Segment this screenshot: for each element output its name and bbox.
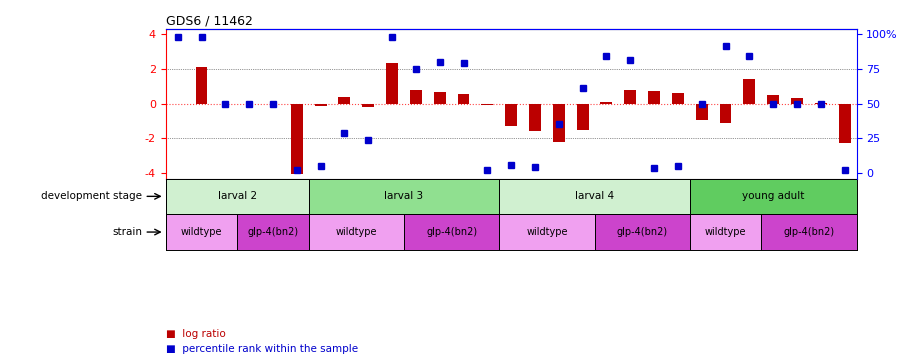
- Bar: [499, 214, 595, 250]
- Bar: [410, 90, 422, 104]
- Bar: [309, 214, 404, 250]
- Bar: [719, 104, 731, 123]
- Bar: [315, 104, 327, 106]
- Bar: [339, 96, 350, 104]
- Bar: [195, 67, 207, 104]
- Bar: [690, 178, 857, 214]
- Bar: [238, 214, 309, 250]
- Text: larval 2: larval 2: [217, 191, 257, 201]
- Bar: [529, 104, 541, 131]
- Bar: [309, 178, 499, 214]
- Bar: [166, 214, 238, 250]
- Bar: [690, 214, 762, 250]
- Bar: [291, 104, 303, 174]
- Bar: [762, 214, 857, 250]
- Text: wildtype: wildtype: [335, 227, 377, 237]
- Bar: [791, 98, 803, 104]
- Text: development stage: development stage: [41, 191, 142, 201]
- Bar: [553, 104, 565, 142]
- Bar: [595, 214, 690, 250]
- Bar: [815, 103, 827, 104]
- Text: GDS6 / 11462: GDS6 / 11462: [166, 14, 252, 27]
- Bar: [577, 104, 589, 130]
- Text: young adult: young adult: [742, 191, 804, 201]
- Text: wildtype: wildtype: [526, 227, 567, 237]
- Bar: [434, 92, 446, 104]
- Text: glp-4(bn2): glp-4(bn2): [248, 227, 298, 237]
- Text: larval 4: larval 4: [575, 191, 614, 201]
- Bar: [743, 79, 755, 104]
- Bar: [624, 90, 636, 104]
- Bar: [839, 104, 851, 143]
- Text: glp-4(bn2): glp-4(bn2): [426, 227, 477, 237]
- Text: ■  percentile rank within the sample: ■ percentile rank within the sample: [166, 344, 358, 354]
- Text: wildtype: wildtype: [181, 227, 222, 237]
- Bar: [648, 91, 660, 104]
- Text: ■  log ratio: ■ log ratio: [166, 329, 226, 339]
- Text: glp-4(bn2): glp-4(bn2): [784, 227, 834, 237]
- Bar: [600, 102, 612, 104]
- Bar: [767, 95, 779, 104]
- Bar: [506, 104, 517, 126]
- Bar: [482, 104, 494, 105]
- Text: strain: strain: [112, 227, 142, 237]
- Bar: [672, 93, 683, 104]
- Bar: [166, 178, 309, 214]
- Bar: [458, 94, 470, 104]
- Bar: [386, 62, 398, 104]
- Text: wildtype: wildtype: [705, 227, 746, 237]
- Bar: [695, 104, 707, 120]
- Bar: [499, 178, 690, 214]
- Bar: [362, 104, 374, 107]
- Text: glp-4(bn2): glp-4(bn2): [616, 227, 668, 237]
- Bar: [404, 214, 499, 250]
- Text: larval 3: larval 3: [384, 191, 424, 201]
